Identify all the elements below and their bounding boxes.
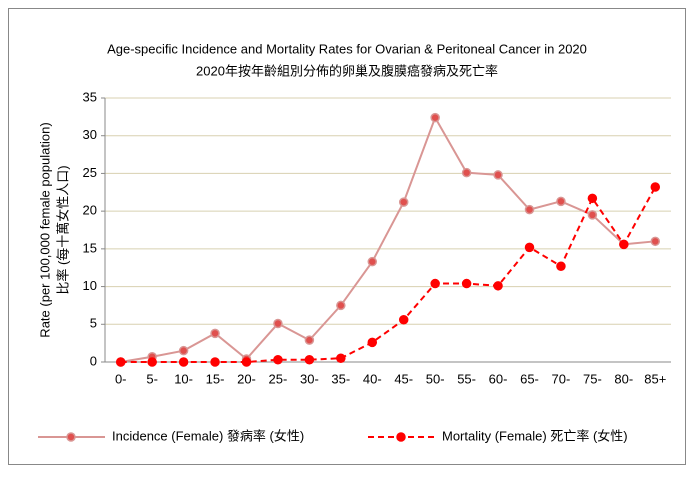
marker [524,204,535,215]
marker [336,353,346,363]
marker [587,193,598,204]
series-line [120,186,657,363]
marker [398,197,409,207]
chart-subtitle: 2020年按年齡組別分佈的卵巢及腹膜癌發病及死亡率 [196,63,498,78]
x-tick-label: 35- [331,371,350,386]
x-tick-label: 75- [583,371,602,386]
x-tick-label: 15- [206,371,225,386]
y-tick-label: 25 [83,165,97,180]
x-tick-label: 85+ [644,371,666,386]
marker [367,256,378,267]
x-tick-label: 20- [237,371,256,386]
x-tick-label: 80- [614,371,633,386]
marker [273,354,283,365]
x-tick-label: 70- [552,371,571,386]
x-tick-label: 65- [520,371,539,386]
series-line [120,115,656,363]
x-tick-label: 10- [174,371,193,386]
marker [619,239,629,250]
marker [210,328,220,339]
x-tick-label: 60- [489,371,508,386]
marker [210,357,220,367]
x-tick-label: 50- [426,371,445,386]
legend-label: Mortality (Female) 死亡率 (女性) [442,428,628,443]
marker [650,236,661,247]
marker [650,182,661,192]
y-axis-label: Rate (per 100,000 female population) [37,122,52,337]
y-axis-label: 比率 (每十萬女性人口) [55,165,70,294]
marker [461,278,472,289]
marker [115,357,126,367]
marker [587,210,598,220]
marker [493,170,503,180]
x-tick-label: 0- [115,371,127,386]
x-tick-label: 30- [300,371,319,386]
legend-marker [396,432,406,442]
marker [430,112,440,123]
legend-marker [66,432,76,442]
y-tick-label: 30 [83,127,97,142]
marker [304,354,315,365]
marker [241,357,252,367]
marker [493,281,503,291]
x-tick-label: 55- [457,371,476,386]
y-tick-label: 0 [90,353,97,368]
marker [178,357,189,367]
marker [273,318,283,329]
marker [398,315,409,325]
marker [430,278,440,289]
legend-label: Incidence (Female) 發病率 (女性) [112,428,304,443]
marker [336,300,346,311]
x-tick-label: 5- [146,371,158,386]
y-tick-label: 10 [83,278,97,293]
marker [178,345,189,356]
x-tick-label: 45- [394,371,413,386]
marker [556,196,566,207]
y-tick-label: 20 [83,203,97,218]
y-tick-label: 35 [83,89,97,104]
y-tick-label: 15 [83,240,97,255]
chart-title: Age-specific Incidence and Mortality Rat… [107,41,587,56]
x-tick-label: 25- [269,371,288,386]
chart-border [8,8,686,465]
marker [147,357,157,367]
marker [461,167,472,178]
marker [304,335,315,345]
marker [556,261,566,271]
marker [367,337,378,348]
marker [524,242,535,253]
x-tick-label: 40- [363,371,382,386]
y-tick-label: 5 [90,316,97,331]
